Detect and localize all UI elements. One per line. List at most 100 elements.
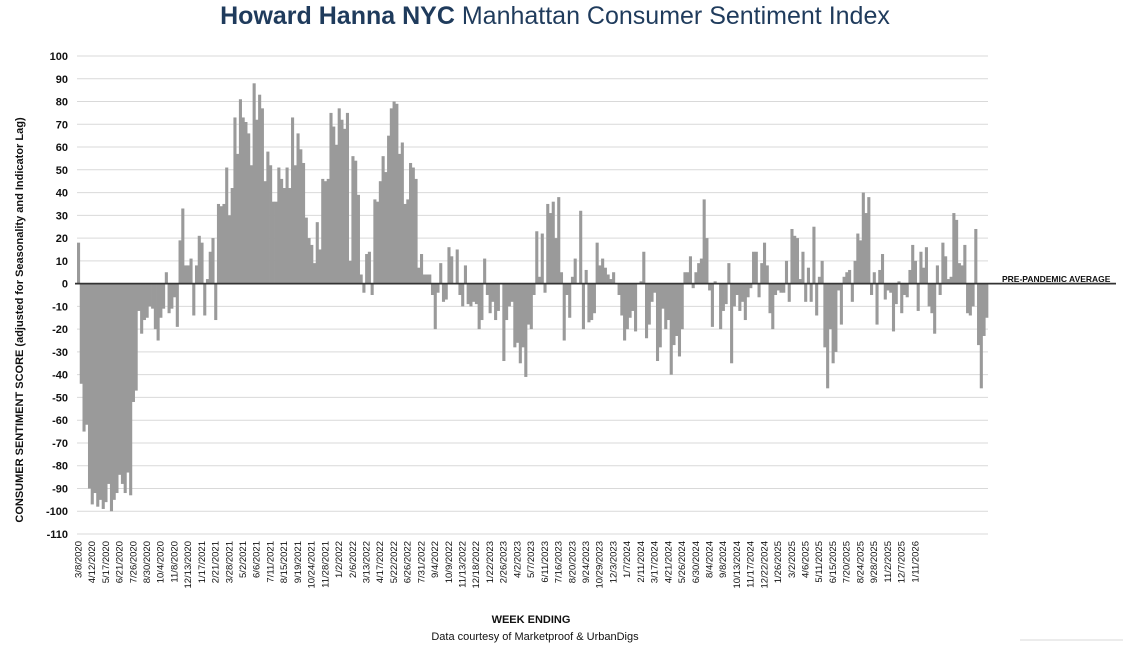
bar bbox=[735, 283, 739, 295]
x-tick-label: 3/13/2022 bbox=[362, 541, 373, 583]
bar bbox=[162, 283, 166, 309]
bar bbox=[87, 283, 92, 489]
bar bbox=[389, 108, 393, 284]
bar bbox=[658, 283, 662, 348]
x-tick-label: 3/17/2024 bbox=[650, 541, 661, 583]
bar bbox=[760, 263, 764, 284]
bar bbox=[773, 283, 778, 295]
bar bbox=[968, 283, 972, 316]
bar bbox=[853, 260, 857, 284]
x-tick-label: 6/11/2023 bbox=[540, 541, 551, 583]
bar bbox=[175, 283, 179, 327]
x-tick-label: 8/20/2023 bbox=[567, 541, 578, 583]
bar bbox=[356, 194, 360, 284]
bar bbox=[623, 283, 627, 341]
bar bbox=[381, 156, 385, 284]
bar bbox=[982, 283, 986, 336]
bar bbox=[765, 265, 769, 284]
bar bbox=[856, 233, 860, 284]
x-tick-label: 9/8/2024 bbox=[718, 541, 729, 578]
x-tick-label: 2/6/2022 bbox=[348, 541, 359, 578]
bar bbox=[129, 283, 133, 496]
bar bbox=[922, 267, 926, 284]
bar bbox=[269, 165, 273, 284]
bar bbox=[293, 165, 297, 284]
bar bbox=[757, 283, 761, 298]
bar bbox=[842, 276, 846, 284]
bar bbox=[521, 283, 525, 348]
x-tick-label: 6/15/2025 bbox=[828, 541, 839, 583]
bar bbox=[834, 283, 838, 352]
bar bbox=[323, 181, 328, 284]
bar bbox=[960, 265, 964, 284]
bar bbox=[194, 265, 199, 284]
bar bbox=[666, 283, 671, 321]
bar bbox=[645, 283, 649, 339]
y-tick-label: -80 bbox=[52, 461, 68, 473]
bar bbox=[93, 283, 97, 494]
bar bbox=[540, 233, 544, 284]
bar bbox=[477, 283, 481, 330]
bar bbox=[332, 126, 336, 284]
bar bbox=[348, 260, 352, 284]
bar bbox=[480, 283, 484, 321]
x-tick-label: 3/8/2020 bbox=[73, 541, 84, 578]
x-tick-label: 11/17/2024 bbox=[746, 541, 757, 588]
bar bbox=[817, 276, 821, 284]
bar bbox=[184, 265, 188, 284]
y-tick-label: 50 bbox=[56, 165, 68, 177]
y-tick-label: -10 bbox=[52, 301, 68, 313]
x-tick-label: 10/24/2021 bbox=[307, 541, 318, 589]
bar bbox=[878, 269, 882, 284]
bar bbox=[85, 283, 89, 425]
bar bbox=[963, 244, 967, 284]
bar bbox=[109, 283, 114, 512]
bar bbox=[897, 281, 901, 284]
x-tick-label: 9/28/2025 bbox=[869, 541, 880, 583]
bar bbox=[697, 263, 701, 284]
bar bbox=[864, 213, 868, 284]
x-tick-label: 7/16/2023 bbox=[554, 541, 565, 583]
x-tick-label: 3/2/2025 bbox=[787, 541, 798, 578]
bar bbox=[691, 283, 695, 289]
bar bbox=[787, 283, 791, 302]
bar bbox=[590, 283, 594, 321]
bar bbox=[315, 222, 319, 284]
x-tick-label: 8/15/2021 bbox=[279, 541, 290, 583]
bar bbox=[732, 283, 736, 307]
x-tick-label: 10/29/2023 bbox=[595, 541, 606, 589]
bar bbox=[609, 279, 613, 284]
bar bbox=[598, 265, 602, 284]
bar bbox=[373, 199, 377, 284]
bar bbox=[537, 276, 542, 284]
bar bbox=[79, 283, 83, 384]
bar bbox=[447, 247, 451, 284]
bar bbox=[565, 283, 569, 295]
bar bbox=[823, 283, 827, 348]
gridlines bbox=[77, 55, 988, 535]
bar bbox=[277, 167, 281, 284]
bar bbox=[688, 256, 692, 284]
bar bbox=[384, 172, 388, 284]
x-tick-label: 6/30/2024 bbox=[691, 541, 702, 583]
bar bbox=[173, 283, 177, 298]
x-tick-label: 1/22/2023 bbox=[485, 541, 496, 583]
x-tick-label: 10/9/2022 bbox=[444, 541, 455, 583]
bar bbox=[367, 251, 371, 284]
bar bbox=[299, 149, 303, 284]
chart-title: Howard Hanna NYC Manhattan Consumer Sent… bbox=[0, 2, 1110, 31]
bar bbox=[828, 283, 832, 330]
bar bbox=[340, 119, 344, 284]
bar bbox=[507, 283, 511, 307]
x-tick-label: 5/7/2023 bbox=[526, 541, 537, 578]
x-tick-label: 12/18/2022 bbox=[471, 541, 482, 589]
bar bbox=[801, 251, 805, 284]
bar bbox=[510, 283, 514, 302]
x-tick-label: 12/7/2025 bbox=[897, 541, 908, 583]
bar bbox=[395, 103, 399, 284]
bar bbox=[441, 283, 446, 302]
x-tick-label: 4/12/2020 bbox=[87, 541, 98, 583]
bar bbox=[485, 283, 489, 295]
x-tick-label: 6/21/2020 bbox=[115, 541, 126, 583]
x-tick-label: 11/2/2025 bbox=[883, 541, 894, 583]
